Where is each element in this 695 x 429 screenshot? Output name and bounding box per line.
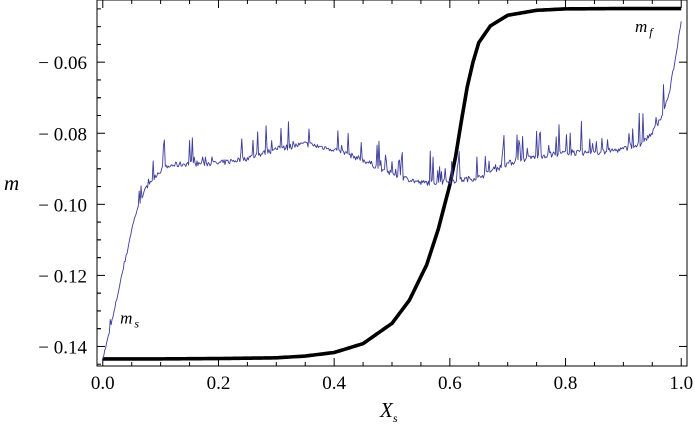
x-axis-title-sub: s bbox=[393, 411, 398, 425]
y-tick-label: − 0.08 bbox=[38, 124, 87, 145]
annotation-main: m bbox=[635, 17, 647, 36]
annotation-main: m bbox=[120, 308, 132, 327]
x-axis-title: Xs bbox=[379, 398, 398, 425]
plot-frame bbox=[96, 0, 688, 367]
x-axis-title-main: X bbox=[379, 398, 394, 422]
series-group bbox=[102, 6, 682, 361]
x-tick-label: 0.8 bbox=[554, 373, 578, 394]
annotation-sub: f bbox=[649, 25, 654, 39]
y-tick-label: − 0.14 bbox=[38, 337, 87, 358]
series-thick-black-line bbox=[102, 6, 682, 361]
y-tick-label: − 0.10 bbox=[38, 195, 87, 216]
series-thin-noisy-line bbox=[102, 21, 682, 360]
y-tick-label: − 0.06 bbox=[38, 53, 87, 74]
x-tick-label: 0.6 bbox=[438, 373, 462, 394]
y-axis-title: m bbox=[4, 171, 19, 195]
y-ticks: − 0.06 − 0.08 − 0.10 − 0.12 − 0.14 bbox=[38, 8, 687, 365]
x-ticks: 0.0 0.2 0.4 0.6 0.8 1.0 bbox=[91, 0, 693, 394]
annotation-sub: s bbox=[134, 316, 139, 330]
y-tick-label: − 0.12 bbox=[38, 266, 87, 287]
x-tick-label: 1.0 bbox=[669, 373, 693, 394]
x-tick-label: 0.0 bbox=[91, 373, 115, 394]
x-tick-label: 0.4 bbox=[322, 373, 346, 394]
x-tick-label: 0.2 bbox=[207, 373, 231, 394]
annotations: m sm f bbox=[120, 17, 654, 330]
